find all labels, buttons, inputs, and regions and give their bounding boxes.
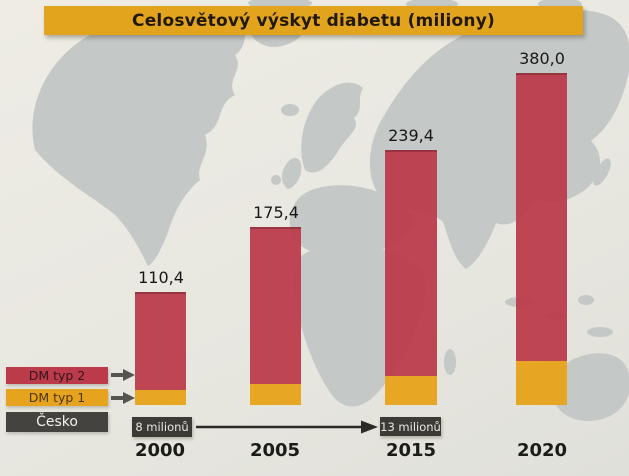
legend-item-cesko: Česko <box>6 412 108 432</box>
bar-2020-dm-typ-2-segment <box>516 73 567 361</box>
axis-label-2005: 2005 <box>249 440 301 461</box>
annotation-8-milionu-label: 8 milionů <box>135 420 189 434</box>
bar-2005-dm-typ-2-segment <box>250 227 301 384</box>
bar-2020 <box>516 73 567 405</box>
value-label-2005: 175,4 <box>253 203 299 222</box>
landmass-iceland <box>281 104 299 116</box>
annotation-13-milionu: 13 milionů <box>380 417 441 436</box>
legend-label-dm-typ-2: DM typ 2 <box>28 368 86 383</box>
axis-label-2020: 2020 <box>516 440 568 461</box>
bar-2015-dm-typ-2-segment <box>385 150 437 376</box>
value-label-2000: 110,4 <box>138 268 184 287</box>
value-label-2020: 380,0 <box>519 49 565 68</box>
bar-2005 <box>250 227 301 405</box>
legend-item-dm-typ-2: DM typ 2 <box>6 367 108 384</box>
axis-label-2015: 2015 <box>385 440 437 461</box>
legend-item-dm-typ-1: DM typ 1 <box>6 389 108 406</box>
landmass-new-guinea <box>587 327 613 337</box>
annotation-13-milionu-label: 13 milionů <box>380 419 441 434</box>
landmass-madagascar <box>444 349 456 375</box>
landmass-scandinavia <box>301 82 363 173</box>
value-label-2015: 239,4 <box>388 126 434 145</box>
legend-label-dm-typ-1: DM typ 1 <box>28 390 86 405</box>
bar-2005-dm-typ-1-segment <box>250 384 301 405</box>
landmass-japan <box>593 158 611 186</box>
annotation-8-milionu: 8 milionů <box>132 417 192 437</box>
chart-title-banner: Celosvětový výskyt diabetu (miliony) <box>44 6 583 35</box>
landmass-ireland <box>271 175 281 185</box>
landmass-europe <box>289 185 416 256</box>
landmass-north-america <box>32 10 256 267</box>
landmass-philippines <box>578 295 594 305</box>
landmass-australia <box>551 353 629 421</box>
legend-label-cesko: Česko <box>36 414 78 430</box>
bar-2020-dm-typ-1-segment <box>516 361 567 405</box>
bar-2015-dm-typ-1-segment <box>385 376 437 405</box>
bar-2000-dm-typ-1-segment <box>135 390 186 405</box>
bar-2000 <box>135 292 186 405</box>
bar-2000-dm-typ-2-segment <box>135 292 186 390</box>
chart-title: Celosvětový výskyt diabetu (miliony) <box>132 10 495 31</box>
bar-2015 <box>385 150 437 405</box>
axis-label-2000: 2000 <box>134 440 186 461</box>
landmass-uk <box>281 158 302 189</box>
